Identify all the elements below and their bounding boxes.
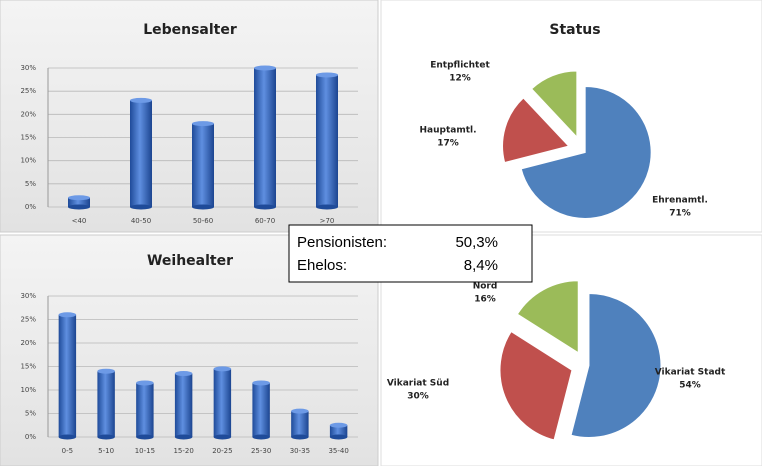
y-tick-label: 20%	[20, 339, 36, 347]
bar-top	[291, 408, 309, 414]
charts: Lebensalter 0% 5% 10% 15% 20% 25% 30% <40 40-50 50…	[20, 22, 726, 455]
x-tick-label: 20-25	[212, 447, 232, 455]
bar	[68, 197, 90, 207]
slice-label: Hauptamtl.	[419, 126, 476, 136]
bar-top	[174, 371, 193, 377]
bar	[291, 411, 309, 437]
bar-base	[97, 434, 115, 440]
bar-base	[192, 204, 214, 210]
y-tick-label: 0%	[25, 433, 36, 441]
x-tick-label: 40-50	[131, 217, 151, 225]
slice-value: 17%	[437, 139, 459, 149]
bar-top	[213, 366, 232, 372]
y-tick-label: 30%	[20, 292, 36, 300]
bar-top	[252, 380, 270, 386]
x-tick-label: 5-10	[98, 447, 114, 455]
bar	[329, 425, 348, 437]
bar	[58, 314, 77, 437]
note-label: Ehelos:	[297, 257, 347, 274]
y-tick-label: 5%	[25, 410, 36, 418]
pie-slice	[516, 280, 579, 354]
bar-base	[329, 434, 348, 440]
bar-top	[136, 380, 154, 386]
note-frame	[288, 224, 533, 283]
x-tick-label: 15-20	[173, 447, 193, 455]
y-tick-label: 15%	[20, 134, 36, 142]
bar-base	[254, 204, 276, 210]
bar-top	[97, 368, 115, 374]
x-tick-label: 10-15	[135, 447, 155, 455]
y-tick-label: 10%	[20, 386, 36, 394]
slice-label: Entpflichtet	[430, 61, 490, 71]
bar-base	[291, 434, 309, 440]
y-tick-label: 25%	[20, 87, 36, 95]
chart-title: Weihealter	[147, 253, 233, 269]
slice-label: Vikariat Süd	[387, 379, 449, 389]
x-tick-label: 50-60	[193, 217, 213, 225]
slice-label: Nord	[473, 282, 498, 292]
pie-slice	[570, 293, 662, 438]
bar-base	[213, 434, 232, 440]
pie-slice	[499, 330, 573, 441]
bar	[136, 382, 154, 437]
slice-value: 30%	[407, 392, 429, 402]
pie-slice	[530, 70, 578, 139]
pie-slice	[502, 97, 570, 164]
bar	[192, 123, 214, 207]
y-tick-label: 20%	[20, 110, 36, 118]
bar-base	[136, 434, 154, 440]
bar-base	[174, 434, 193, 440]
y-tick-label: 10%	[20, 157, 36, 165]
bar-base	[316, 204, 338, 210]
x-tick-label: 25-30	[251, 447, 271, 455]
chart-title: Lebensalter	[143, 22, 237, 38]
bar-top	[254, 65, 276, 71]
bar	[254, 68, 276, 207]
bar	[316, 74, 338, 207]
slice-label: Ehrenamtl.	[652, 196, 708, 206]
x-tick-label: >70	[320, 217, 335, 225]
bar-top	[329, 422, 348, 428]
note-value: 50,3%	[455, 234, 498, 251]
note-value: 8,4%	[464, 257, 498, 274]
x-tick-label: 30-35	[290, 447, 310, 455]
note-label: Pensionisten:	[297, 234, 387, 251]
x-tick-label: 60-70	[255, 217, 275, 225]
bar	[174, 373, 193, 437]
bar	[130, 100, 152, 207]
bar-base	[58, 434, 77, 440]
bar-base	[252, 434, 270, 440]
y-tick-label: 5%	[25, 180, 36, 188]
bar-top	[316, 72, 338, 78]
pie-slice	[520, 85, 652, 219]
y-tick-label: 25%	[20, 316, 36, 324]
bar	[213, 368, 232, 437]
bar-top	[58, 312, 77, 318]
bar-base	[68, 204, 90, 210]
x-tick-label: 0-5	[62, 447, 73, 455]
bar	[252, 382, 270, 437]
x-tick-label: <40	[72, 217, 87, 225]
slice-value: 12%	[449, 74, 471, 84]
slice-value: 16%	[474, 295, 496, 305]
bar	[97, 371, 115, 437]
slice-value: 54%	[679, 381, 701, 391]
panel	[0, 0, 379, 233]
chart-title: Status	[549, 22, 600, 38]
x-tick-label: 35-40	[328, 447, 348, 455]
y-tick-label: 30%	[20, 64, 36, 72]
y-tick-label: 0%	[25, 203, 36, 211]
slice-value: 71%	[669, 209, 691, 219]
bar-top	[130, 97, 152, 103]
bar-top	[192, 121, 214, 127]
bar-top	[68, 195, 90, 201]
y-tick-label: 15%	[20, 363, 36, 371]
slice-label: Vikariat Stadt	[655, 368, 726, 378]
note-box: Pensionisten: 50,3% Ehelos: 8,4%	[288, 224, 533, 283]
bar-base	[130, 204, 152, 210]
